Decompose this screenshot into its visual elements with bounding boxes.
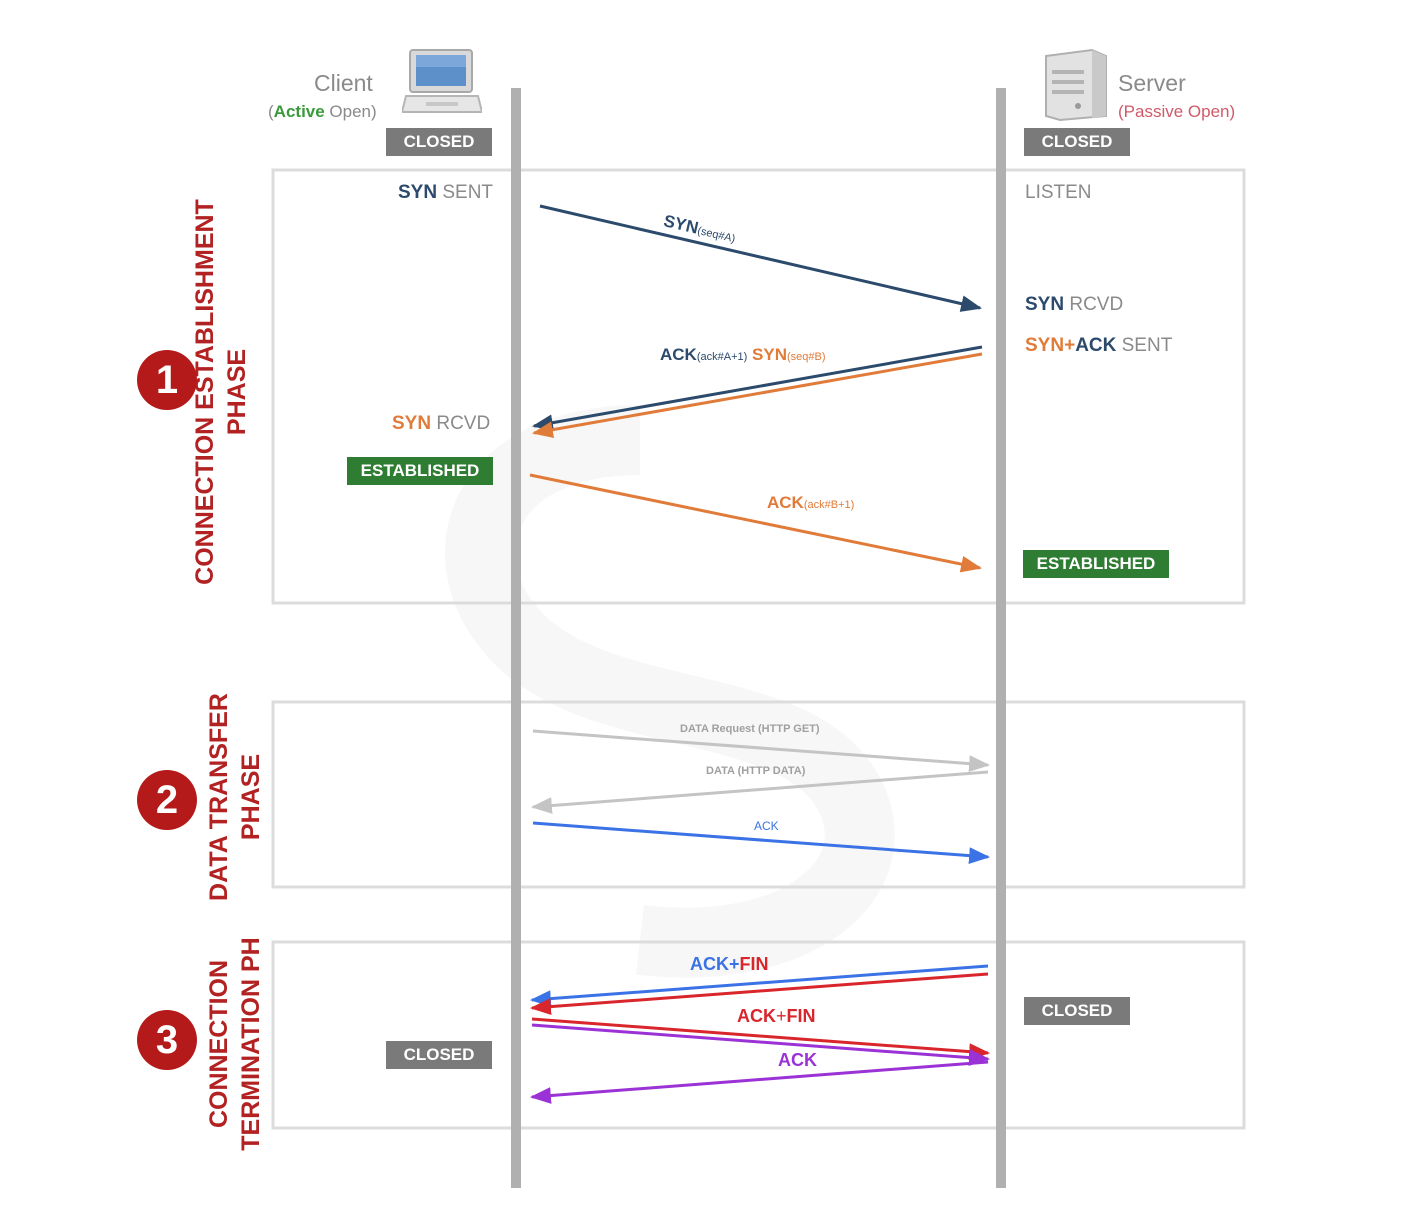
client-closed-bottom-badge: CLOSED xyxy=(386,1041,492,1069)
fin-text: FIN xyxy=(786,1006,816,1026)
phase-3-box xyxy=(271,940,1246,1130)
sent-word: SENT xyxy=(1116,335,1173,356)
final-ack-label: ACK xyxy=(778,1050,817,1070)
data-response-label: DATA (HTTP DATA) xyxy=(706,765,806,777)
plus-sign: + xyxy=(776,1006,787,1026)
rcvd-word: RCVD xyxy=(1064,294,1124,315)
ack-num-text: (ack#A+1) xyxy=(696,351,748,363)
client-label: Client xyxy=(314,70,373,96)
syn-word: SYN xyxy=(398,182,438,203)
data-ack-label: ACK xyxy=(754,819,779,833)
server-synack-sent: SYN+ACK SENT xyxy=(1025,336,1172,355)
ack-return-arrow xyxy=(531,345,983,431)
phase-1-title: CONNECTION ESTABLISHMENT PHASE xyxy=(189,162,259,622)
syn-word: SYN xyxy=(1025,335,1065,356)
fin2-red-arrow xyxy=(531,1017,991,1060)
fin1-label: ACK+FIN xyxy=(690,955,769,973)
phase-2-title-line1: DATA TRANSFER xyxy=(205,693,233,901)
ack-text: ACK xyxy=(767,493,804,512)
ack-text: ACK xyxy=(690,954,729,974)
client-syn-sent: SYN SENT xyxy=(398,183,493,202)
syn-word: SYN xyxy=(392,413,432,434)
fin2-purple-arrow xyxy=(531,1023,991,1066)
server-syn-rcvd: SYN RCVD xyxy=(1025,295,1123,314)
server-listen: LISTEN xyxy=(1025,182,1092,203)
syn-arrow xyxy=(539,204,983,312)
syn-seq-text: (seq#B) xyxy=(786,351,826,363)
syn-word: SYN xyxy=(1025,294,1065,315)
client-mode-active: Active xyxy=(273,102,325,121)
sent-word: SENT xyxy=(437,182,494,203)
syn-return-arrow xyxy=(531,352,983,438)
computer-icon xyxy=(402,49,482,113)
plus-sign: + xyxy=(729,954,740,974)
plus-sign: + xyxy=(1064,335,1076,356)
fin1-ack-arrow xyxy=(529,964,989,1007)
server-closed-bottom-badge: CLOSED xyxy=(1024,997,1130,1025)
ack-text: ACK xyxy=(737,1006,776,1026)
ack-syn-message-label: ACK(ack#A+1) SYN(seq#B) xyxy=(660,346,826,363)
data-request-arrow xyxy=(532,729,991,772)
server-label: Server xyxy=(1118,70,1186,96)
fin2-label: ACK+FIN xyxy=(737,1007,816,1025)
phase-1-number: 1 xyxy=(137,350,197,410)
data-request-label: DATA Request (HTTP GET) xyxy=(680,723,820,735)
phase-3-title: CONNECTION TERMINATION PH xyxy=(203,909,273,1179)
server-established-badge: ESTABLISHED xyxy=(1023,550,1169,578)
fin1-fin-arrow xyxy=(529,972,989,1015)
client-syn-rcvd: SYN RCVD xyxy=(392,414,490,433)
phase-2-title-line2: PHASE xyxy=(237,753,265,841)
client-mode-open: Open) xyxy=(324,102,377,121)
phase-3-title-line1: CONNECTION xyxy=(205,959,233,1129)
syn-text: SYN xyxy=(747,345,787,364)
phase-2-title: DATA TRANSFER PHASE xyxy=(203,687,273,907)
phase-2-box xyxy=(271,700,1246,889)
ack-num-text: (ack#B+1) xyxy=(803,499,855,511)
fin-text: FIN xyxy=(739,954,769,974)
phase-3-title-line2: TERMINATION PH xyxy=(237,937,265,1151)
ack-final-arrow xyxy=(529,473,983,573)
data-response-arrow xyxy=(530,770,989,814)
ack-message-label: ACK(ack#B+1) xyxy=(767,494,854,511)
client-mode: (Active Open) xyxy=(268,103,377,120)
phase-2-number: 2 xyxy=(137,770,197,830)
server-icon xyxy=(1045,48,1107,122)
server-mode: (Passive Open) xyxy=(1118,102,1236,121)
watermark-logo xyxy=(445,405,895,978)
server-closed-badge: CLOSED xyxy=(1024,128,1130,156)
final-ack-arrow xyxy=(529,1060,989,1104)
data-ack-arrow xyxy=(532,821,991,864)
phase-1-box xyxy=(271,168,1246,605)
phase-1-title-line2: PHASE xyxy=(223,348,251,436)
ack-word: ACK xyxy=(1075,335,1117,356)
client-closed-badge: CLOSED xyxy=(386,128,492,156)
rcvd-word: RCVD xyxy=(431,413,491,434)
ack-text: ACK xyxy=(660,345,697,364)
phase-3-number: 3 xyxy=(137,1010,197,1070)
client-established-badge: ESTABLISHED xyxy=(347,457,493,485)
client-mode-paren: ( xyxy=(268,102,274,121)
